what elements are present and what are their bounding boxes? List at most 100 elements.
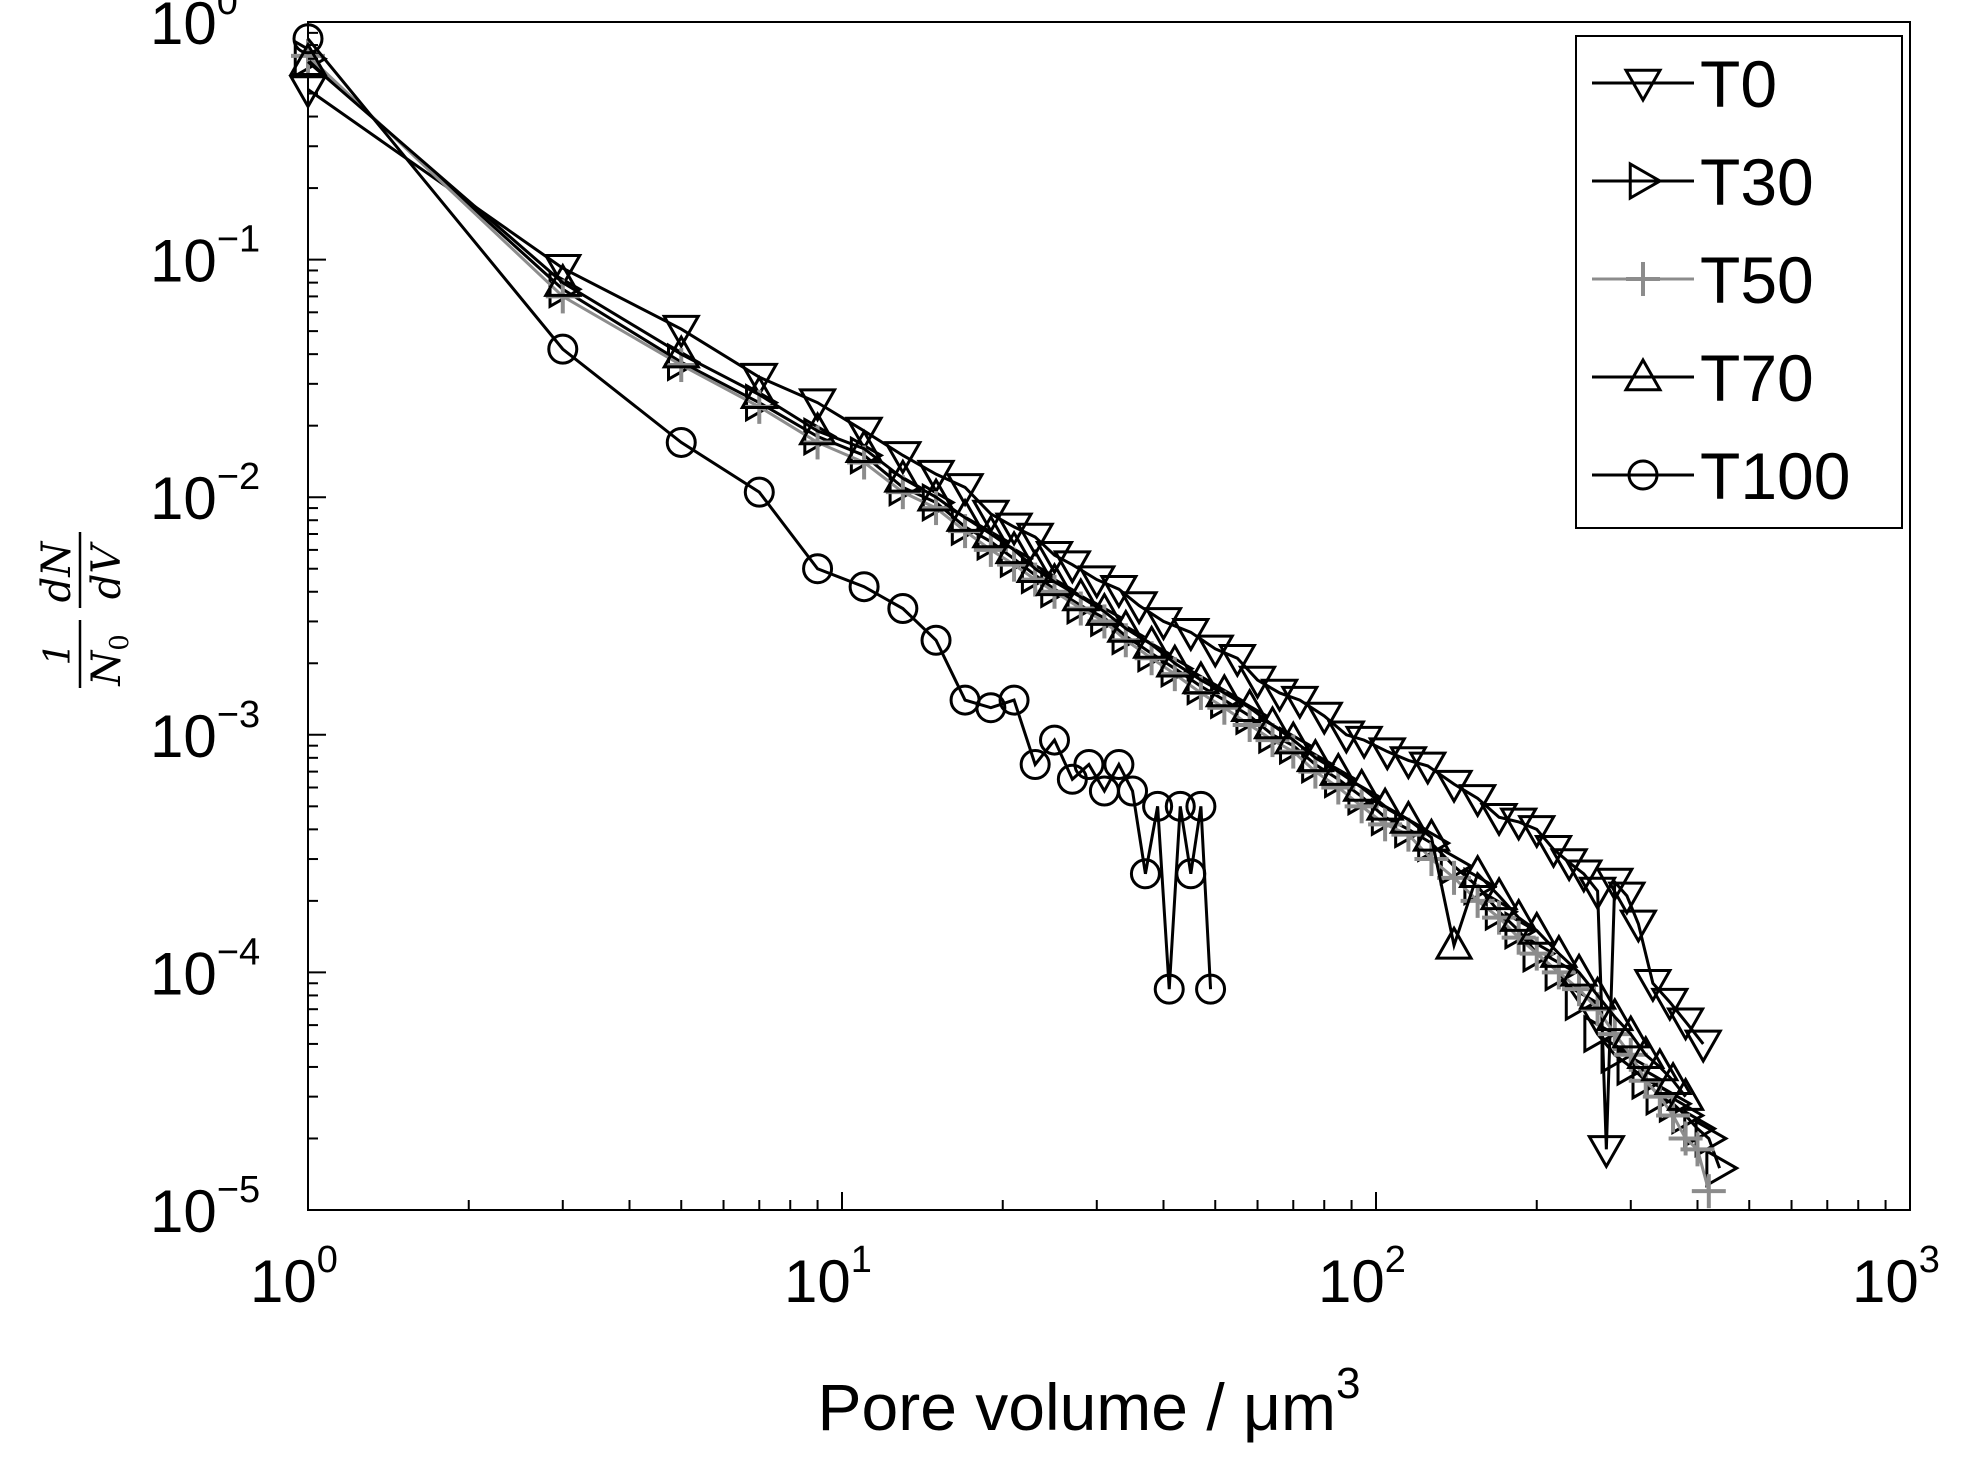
data-point <box>1129 858 1161 890</box>
data-point <box>543 262 583 297</box>
y-label-numerator: 1 <box>38 643 79 666</box>
data-point <box>1034 561 1075 597</box>
series-t30 <box>293 39 1740 1188</box>
data-point <box>1295 737 1335 773</box>
data-point <box>1252 704 1293 740</box>
data-point <box>971 513 1011 549</box>
data-point <box>1175 858 1207 890</box>
data-point <box>1015 548 1055 583</box>
data-point <box>1458 853 1498 889</box>
data-point <box>1103 748 1135 780</box>
data-point <box>1132 624 1172 659</box>
data-point <box>739 374 779 409</box>
data-point <box>1539 933 1579 968</box>
x-tick-label: 101 <box>784 1239 872 1315</box>
data-point <box>1232 707 1267 742</box>
data-point <box>1365 786 1405 821</box>
data-point <box>1586 1135 1626 1170</box>
data-point <box>1633 969 1673 1004</box>
plot-frame <box>307 21 1911 1211</box>
data-point <box>1344 789 1379 824</box>
series-line <box>306 54 1711 1192</box>
data-point <box>1143 607 1184 642</box>
data-point <box>1434 925 1474 960</box>
legend-label: T70 <box>1700 341 1814 415</box>
legend-marker <box>1626 262 1660 296</box>
data-point <box>1273 720 1313 755</box>
legend-marker <box>1628 161 1664 201</box>
data-point <box>1039 724 1070 756</box>
data-point <box>1559 952 1599 987</box>
data-point <box>1479 875 1519 911</box>
legend-marker <box>1623 356 1663 392</box>
data-point <box>1204 672 1244 708</box>
data-point <box>1705 1148 1740 1188</box>
data-point <box>1650 987 1690 1023</box>
labels: 100 101 102 103 100 10−1 10−2 10−3 10−4 10−5 Pore … <box>34 0 1940 1444</box>
legend-item: T70 <box>1592 341 1814 415</box>
legend-label: T30 <box>1700 145 1814 219</box>
data-point <box>797 388 838 423</box>
y-label-denominator: N0 <box>84 634 135 687</box>
data-point <box>802 553 834 585</box>
y-tick-label: 10−3 <box>150 694 260 770</box>
data-point <box>920 624 952 656</box>
series-line <box>306 57 1722 1169</box>
data-point <box>1640 1046 1680 1082</box>
legend-item: T30 <box>1592 145 1814 219</box>
data-point <box>1683 1029 1723 1064</box>
y-label-dv: dV <box>84 541 130 600</box>
data-point <box>945 473 985 508</box>
legend-label: T100 <box>1700 439 1850 513</box>
data-point <box>743 476 775 508</box>
series-line <box>307 88 1705 1150</box>
data-point <box>1153 973 1185 1005</box>
data-point <box>1061 577 1101 612</box>
legend-item: T50 <box>1592 243 1814 317</box>
data-point <box>1326 720 1366 755</box>
legend-box <box>1575 35 1903 529</box>
series-t100 <box>292 23 1227 1005</box>
ticks-layer <box>307 21 1911 1211</box>
data-point <box>1181 660 1221 695</box>
data-point <box>1517 815 1557 850</box>
x-tick-label: 102 <box>1318 1239 1406 1315</box>
data-point <box>1499 897 1539 932</box>
legend: T0 T30 T50 T70 T100 <box>1575 35 1903 529</box>
data-point <box>1549 848 1589 883</box>
data-point <box>1117 775 1149 807</box>
data-point <box>1195 973 1227 1005</box>
data-point <box>1680 1132 1715 1167</box>
data-point <box>292 23 324 55</box>
data-point <box>1073 748 1105 780</box>
data-point <box>994 529 1034 565</box>
data-point <box>1411 817 1452 852</box>
data-point <box>1408 751 1448 786</box>
data-point <box>1391 817 1426 852</box>
data-point <box>661 314 701 350</box>
data-point <box>1517 910 1557 945</box>
data-point <box>1611 1014 1651 1049</box>
y-label-dn: dN <box>34 540 80 603</box>
data-point <box>945 497 985 532</box>
data-point <box>1230 687 1270 722</box>
data-point <box>848 571 880 603</box>
data-point <box>1501 920 1536 955</box>
data-point <box>1019 748 1051 780</box>
data-point <box>739 362 779 398</box>
data-point <box>1607 881 1647 916</box>
data-point <box>1217 643 1257 679</box>
data-point <box>998 684 1030 716</box>
data-point <box>1106 608 1146 643</box>
data-point <box>997 547 1032 582</box>
data-point <box>1564 859 1604 894</box>
data-point <box>1691 1174 1726 1209</box>
data-point <box>543 253 583 289</box>
data-point <box>1666 1007 1706 1042</box>
data-point <box>1533 834 1574 870</box>
y-tick-label: 100 <box>150 0 238 57</box>
series-layer <box>288 23 1740 1209</box>
data-point <box>1185 790 1217 822</box>
